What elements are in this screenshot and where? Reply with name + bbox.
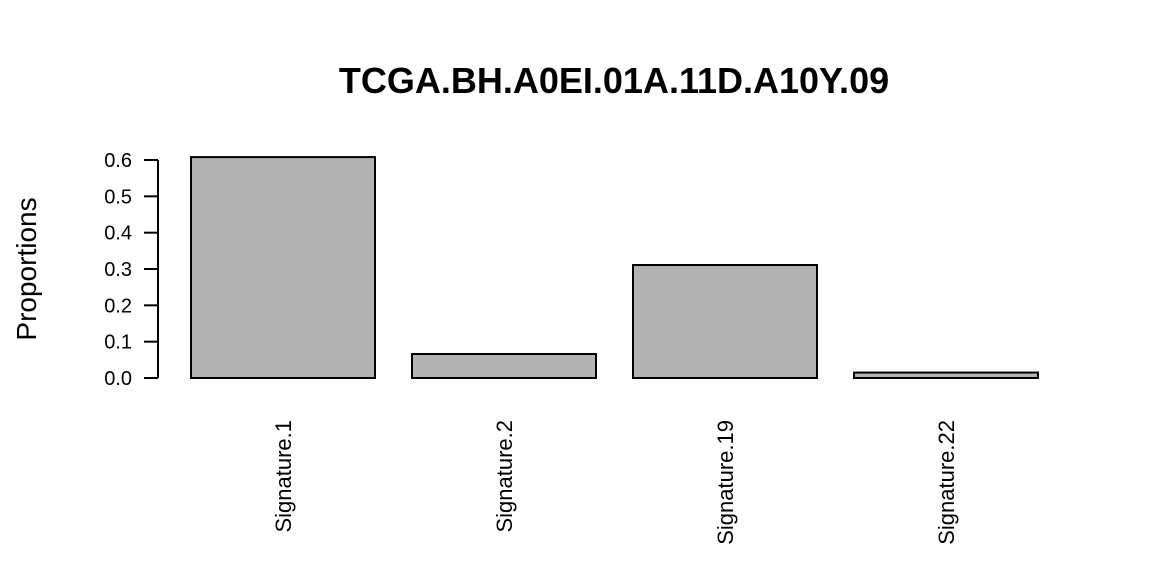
x-tick-label: Signature.2 — [492, 420, 517, 533]
y-tick-label: 0.3 — [104, 259, 132, 281]
bars — [190, 156, 1039, 379]
bar-signature-2 — [411, 353, 597, 379]
y-tick-label: 0.6 — [104, 150, 132, 172]
y-axis-label: Proportions — [11, 197, 42, 340]
bar-signature-19 — [632, 264, 818, 379]
x-tick-label: Signature.22 — [934, 420, 959, 545]
bar-signature-1 — [190, 156, 376, 379]
y-axis: 0.0 0.1 0.2 0.3 0.4 0.5 0.6 — [104, 150, 159, 390]
x-tick-label: Signature.19 — [713, 420, 738, 545]
y-tick-label: 0.0 — [104, 368, 132, 390]
x-tick-label: Signature.1 — [271, 420, 296, 533]
chart-title: TCGA.BH.A0EI.01A.11D.A10Y.09 — [339, 60, 889, 101]
y-tick-label: 0.1 — [104, 332, 132, 354]
y-tick-label: 0.5 — [104, 186, 132, 208]
y-tick-label: 0.4 — [104, 223, 132, 245]
bar-signature-22 — [853, 371, 1039, 379]
category-labels: Signature.1 Signature.2 Signature.19 Signat… — [271, 420, 959, 545]
y-tick-label: 0.2 — [104, 295, 132, 317]
